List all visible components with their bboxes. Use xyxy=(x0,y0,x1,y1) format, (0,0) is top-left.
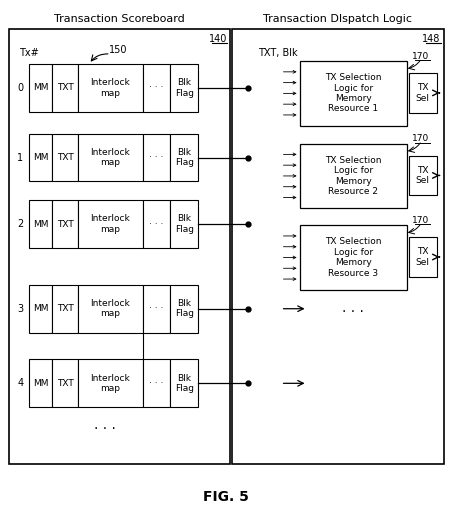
Text: Blk
Flag: Blk Flag xyxy=(175,148,194,167)
Bar xyxy=(78,64,143,112)
Bar xyxy=(78,285,143,333)
Text: MM: MM xyxy=(33,83,48,92)
Bar xyxy=(299,225,407,290)
Text: Tx#: Tx# xyxy=(19,48,39,58)
Text: 170: 170 xyxy=(411,216,429,225)
Text: Blk
Flag: Blk Flag xyxy=(175,299,194,318)
Text: TXT: TXT xyxy=(57,379,73,388)
Text: MM: MM xyxy=(33,379,48,388)
Text: TXT: TXT xyxy=(57,83,73,92)
Text: Interlock
map: Interlock map xyxy=(90,299,130,318)
Bar xyxy=(299,144,407,208)
Text: TXT: TXT xyxy=(57,220,73,229)
Text: FIG. 5: FIG. 5 xyxy=(203,490,249,504)
Text: · · ·: · · · xyxy=(149,220,164,229)
Bar xyxy=(143,64,170,112)
Bar xyxy=(78,200,143,248)
Text: 0: 0 xyxy=(17,83,24,93)
Text: · · ·: · · · xyxy=(94,422,116,436)
Text: · · ·: · · · xyxy=(149,83,164,92)
Bar xyxy=(29,134,52,181)
Text: 4: 4 xyxy=(17,379,24,388)
Bar xyxy=(409,73,437,113)
Text: MM: MM xyxy=(33,153,48,162)
Text: Interlock
map: Interlock map xyxy=(90,78,130,98)
Text: TX
Sel: TX Sel xyxy=(416,247,430,267)
Text: TXT, Blk: TXT, Blk xyxy=(258,48,298,58)
Text: TX Selection
Logic for
Memory
Resource 1: TX Selection Logic for Memory Resource 1 xyxy=(325,73,381,113)
Bar xyxy=(170,285,198,333)
Text: TX
Sel: TX Sel xyxy=(416,166,430,185)
Text: TX Selection
Logic for
Memory
Resource 2: TX Selection Logic for Memory Resource 2 xyxy=(325,156,381,196)
Text: Transaction DIspatch Logic: Transaction DIspatch Logic xyxy=(263,14,412,24)
Text: · · ·: · · · xyxy=(149,304,164,313)
Text: 170: 170 xyxy=(411,52,429,61)
Text: Interlock
map: Interlock map xyxy=(90,373,130,393)
Text: Blk
Flag: Blk Flag xyxy=(175,78,194,98)
Bar xyxy=(143,359,170,407)
Bar xyxy=(143,200,170,248)
Bar xyxy=(78,359,143,407)
Text: TX
Sel: TX Sel xyxy=(416,83,430,102)
Bar xyxy=(29,64,52,112)
Bar xyxy=(10,29,230,464)
Text: 140: 140 xyxy=(209,34,227,44)
Bar xyxy=(29,359,52,407)
Bar xyxy=(170,64,198,112)
Bar xyxy=(52,200,78,248)
Text: Transaction Scoreboard: Transaction Scoreboard xyxy=(54,14,185,24)
Bar xyxy=(52,64,78,112)
Text: Interlock
map: Interlock map xyxy=(90,148,130,167)
Text: 3: 3 xyxy=(17,304,24,314)
Bar xyxy=(78,134,143,181)
Text: 150: 150 xyxy=(110,45,128,55)
Text: Interlock
map: Interlock map xyxy=(90,214,130,234)
Bar xyxy=(170,200,198,248)
Bar xyxy=(232,29,443,464)
Bar xyxy=(29,200,52,248)
Text: TX Selection
Logic for
Memory
Resource 3: TX Selection Logic for Memory Resource 3 xyxy=(325,237,381,278)
Bar xyxy=(170,134,198,181)
Bar xyxy=(143,134,170,181)
Bar xyxy=(409,237,437,277)
Bar xyxy=(52,359,78,407)
Text: Blk
Flag: Blk Flag xyxy=(175,214,194,234)
Bar xyxy=(143,285,170,333)
Text: MM: MM xyxy=(33,220,48,229)
Text: · · ·: · · · xyxy=(149,153,164,162)
Text: · · ·: · · · xyxy=(342,305,364,319)
Bar xyxy=(52,285,78,333)
Text: MM: MM xyxy=(33,304,48,313)
Text: TXT: TXT xyxy=(57,153,73,162)
Bar xyxy=(170,359,198,407)
Text: · · ·: · · · xyxy=(149,379,164,388)
Bar xyxy=(29,285,52,333)
Text: Blk
Flag: Blk Flag xyxy=(175,373,194,393)
Text: TXT: TXT xyxy=(57,304,73,313)
Bar xyxy=(409,156,437,195)
Text: 170: 170 xyxy=(411,134,429,143)
Bar xyxy=(52,134,78,181)
Text: 148: 148 xyxy=(422,34,441,44)
Text: 2: 2 xyxy=(17,219,24,229)
Bar xyxy=(299,61,407,126)
Text: 1: 1 xyxy=(17,152,24,163)
